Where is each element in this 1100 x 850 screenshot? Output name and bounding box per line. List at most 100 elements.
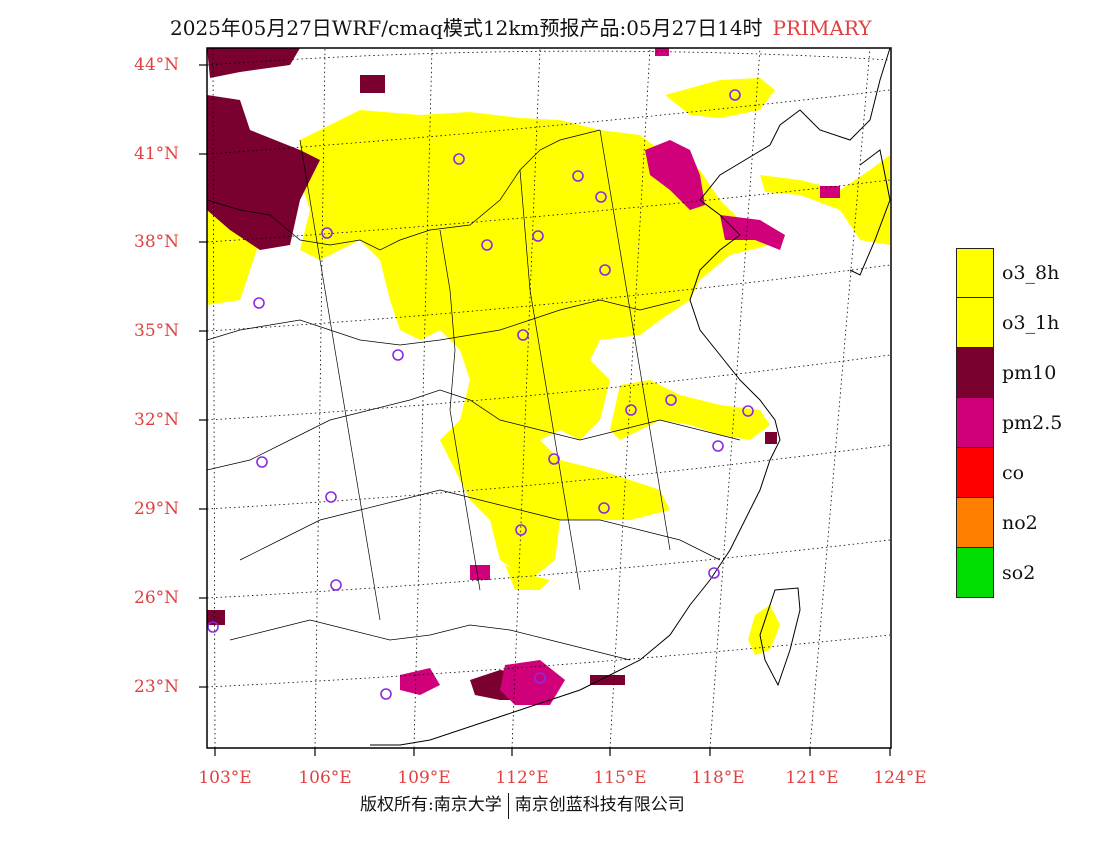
station-marker (517, 329, 529, 341)
lat-label: 38°N (134, 232, 180, 252)
lon-label: 103°E (198, 768, 252, 788)
lon-label: 106°E (298, 768, 352, 788)
pm10-region-shanghai (765, 432, 777, 444)
station-marker (481, 239, 493, 251)
o3-region-northeast (665, 78, 775, 118)
station-marker (572, 170, 584, 182)
legend-item: so2 (956, 548, 1062, 598)
lat-label: 35°N (134, 321, 180, 341)
o3-region-south (505, 565, 550, 590)
station-marker (330, 579, 342, 591)
lon-label: 109°E (397, 768, 451, 788)
copyright-footer: 版权所有:南京大学 南京创蓝科技有限公司 (360, 790, 685, 819)
o3-region-north (300, 110, 770, 580)
lon-label: 112°E (495, 768, 549, 788)
station-marker (253, 297, 265, 309)
legend-item: co (956, 448, 1062, 498)
legend-item: o3_1h (956, 298, 1062, 348)
station-marker (598, 502, 610, 514)
pm10-region-top (207, 48, 300, 78)
station-marker (625, 404, 637, 416)
map-title: 2025年05月27日WRF/cmaq模式12km预报产品:05月27日14时 P… (170, 12, 872, 41)
station-marker (256, 456, 268, 468)
copyright-right: 南京创蓝科技有限公司 (514, 795, 685, 815)
legend-label: pm10 (1002, 362, 1057, 384)
lon-label: 124°E (873, 768, 927, 788)
o3-region-east (760, 155, 890, 245)
legend-label: no2 (1002, 512, 1038, 534)
lon-label: 118°E (691, 768, 745, 788)
pm10-region-sw (207, 610, 225, 625)
coastline (370, 47, 891, 746)
lat-label: 26°N (134, 588, 180, 608)
coastline-mainland (370, 47, 891, 746)
pm25-region-hunan (470, 565, 490, 580)
pm10-region-northwest (207, 95, 320, 250)
o3-region-taiwan-strait (748, 605, 780, 655)
pm25-region-east (820, 186, 840, 198)
station-marker (708, 567, 720, 579)
legend-swatch (956, 248, 994, 298)
legend: o3_8h o3_1h pm10 pm2.5 co no2 so2 (956, 248, 1062, 598)
o3-field (207, 78, 890, 655)
legend-label: o3_1h (1002, 312, 1060, 334)
lon-label: 121°E (785, 768, 839, 788)
legend-swatch (956, 548, 994, 598)
legend-label: o3_8h (1002, 262, 1060, 284)
footer-separator (507, 792, 509, 819)
legend-swatch (956, 348, 994, 398)
legend-swatch (956, 398, 994, 448)
station-marker (325, 491, 337, 503)
lat-label: 29°N (134, 499, 180, 519)
legend-item: pm2.5 (956, 398, 1062, 448)
lat-label: 23°N (134, 677, 180, 697)
pm25-field (400, 48, 840, 705)
title-main: 2025年05月27日WRF/cmaq模式12km预报产品:05月27日14时 (170, 16, 763, 40)
legend-label: co (1002, 462, 1025, 484)
station-marker (595, 191, 607, 203)
pm10-region-coast (590, 675, 625, 685)
lat-label: 41°N (134, 144, 180, 164)
legend-swatch (956, 298, 994, 348)
station-marker (729, 89, 741, 101)
pm25-region-south (500, 660, 565, 705)
lat-label: 32°N (134, 410, 180, 430)
station-marker (515, 524, 527, 536)
station-marker (665, 394, 677, 406)
station-marker (380, 688, 392, 700)
legend-swatch (956, 498, 994, 548)
station-marker (712, 440, 724, 452)
pm25-region-bohai (720, 215, 785, 250)
station-marker (453, 153, 465, 165)
station-marker (532, 230, 544, 242)
map-frame (206, 47, 892, 749)
legend-item: o3_8h (956, 248, 1062, 298)
coastline-korea (849, 149, 891, 276)
lat-label: 44°N (134, 55, 180, 75)
province-borders (206, 129, 741, 661)
pm25-region-beijing (645, 140, 705, 210)
legend-label: pm2.5 (1002, 412, 1063, 434)
station-marker (548, 453, 560, 465)
legend-item: no2 (956, 498, 1062, 548)
lon-label: 115°E (593, 768, 647, 788)
legend-swatch (956, 448, 994, 498)
station-marker (599, 264, 611, 276)
station-marker (321, 227, 333, 239)
legend-label: so2 (1002, 562, 1036, 584)
legend-item: pm10 (956, 348, 1062, 398)
pm10-region-top-small (360, 75, 385, 93)
station-marker (742, 405, 754, 417)
copyright-left: 版权所有:南京大学 (360, 795, 502, 815)
station-marker (392, 349, 404, 361)
station-markers (207, 89, 754, 700)
title-tag: PRIMARY (772, 16, 872, 40)
coastline-taiwan (759, 587, 801, 687)
o3-region-jiangsu (610, 380, 770, 440)
station-marker (534, 672, 546, 684)
pm25-region-guangxi (400, 668, 440, 695)
axis-ticks (199, 64, 891, 756)
station-marker (207, 621, 219, 633)
graticule (206, 47, 891, 749)
